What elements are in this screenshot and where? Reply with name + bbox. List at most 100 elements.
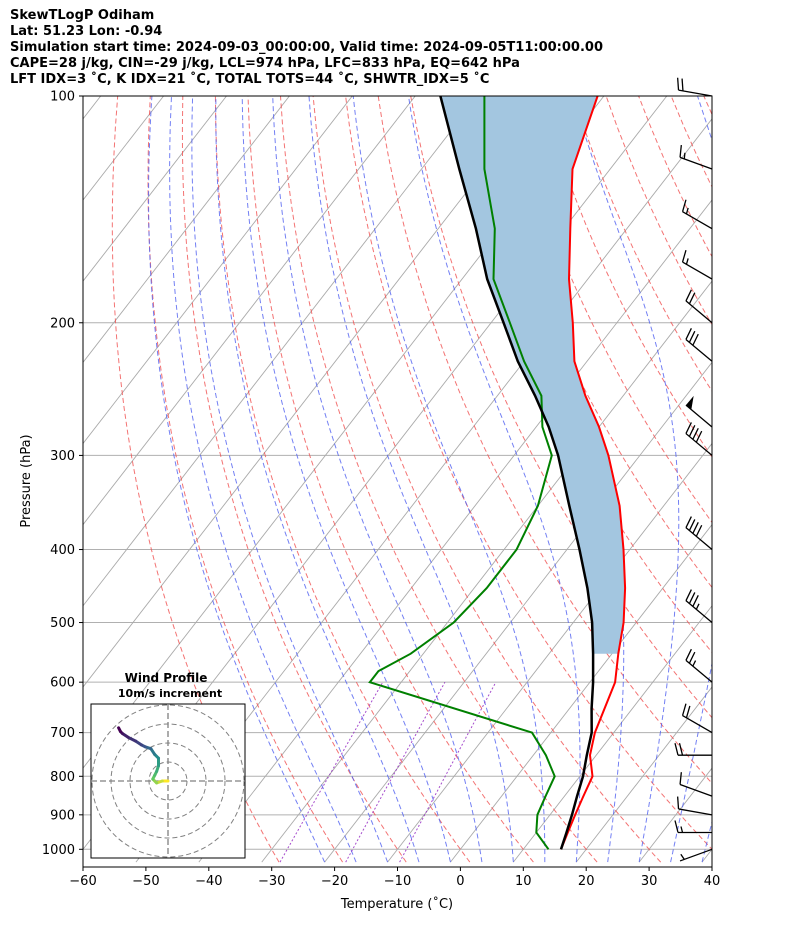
- wind-barb-flag: [681, 703, 687, 716]
- wind-barb-flag: [688, 592, 696, 604]
- wind-barb-flag: [692, 427, 699, 440]
- wind-barb-flag: [679, 772, 682, 785]
- x-tick-label: −50: [132, 874, 159, 889]
- dry-adiabat: [475, 96, 712, 589]
- isotherm-gridline: [450, 523, 712, 863]
- mixing-ratio-line: [345, 681, 446, 863]
- wind-barb-shaft: [685, 338, 713, 362]
- isotherm-gridline: [83, 96, 102, 120]
- stability-indices: CAPE=28 j/kg, CIN=-29 j/kg, LCL=974 hPa,…: [10, 56, 520, 71]
- y-tick-label: 800: [50, 770, 75, 785]
- wind-barb-shaft: [679, 156, 713, 170]
- wind-barb-shaft: [685, 659, 713, 683]
- x-tick-label: 10: [515, 874, 532, 889]
- hodograph-segment: [117, 726, 122, 734]
- hodograph-subtitle: 10m/s increment: [118, 687, 222, 700]
- wind-barb-flag: [695, 524, 703, 537]
- dry-adiabat: [280, 96, 598, 863]
- wind-barb: [685, 395, 713, 428]
- y-tick-label: 100: [50, 90, 75, 105]
- moist-adiabat: [308, 96, 514, 863]
- wind-barb-shaft: [682, 261, 713, 280]
- wind-barb-flag: [685, 589, 692, 601]
- wind-barb-shaft: [682, 211, 713, 230]
- dry-adiabat: [410, 96, 712, 719]
- isotherm-gridline: [701, 848, 712, 863]
- wind-barb-pennant: [685, 395, 694, 410]
- y-tick-label: 500: [50, 616, 75, 631]
- dry-adiabat: [638, 96, 712, 258]
- wind-barb-flag: [685, 705, 691, 719]
- mixing-ratio-line: [279, 681, 384, 863]
- wind-barb-shaft: [685, 433, 713, 456]
- isotherm-gridline: [387, 442, 712, 863]
- wind-barb-shaft: [678, 808, 713, 816]
- x-tick-label: −60: [69, 874, 96, 889]
- dry-adiabat: [769, 96, 794, 862]
- moist-adiabat: [148, 96, 326, 863]
- wind-barb-flag: [685, 328, 692, 340]
- wind-barb: [685, 589, 713, 624]
- dry-adiabat: [247, 96, 534, 863]
- moist-adiabat: [215, 96, 420, 863]
- wind-barb: [674, 820, 712, 834]
- x-tick-label: 30: [641, 874, 658, 889]
- dry-adiabat: [605, 96, 712, 326]
- chart-header: SkewTLogP Odiham Lat: 51.23 Lon: -0.94 S…: [10, 8, 603, 88]
- x-tick-label: −10: [384, 874, 411, 889]
- x-tick-label: 0: [456, 874, 464, 889]
- wind-barb-flag: [688, 519, 696, 531]
- wind-barb: [676, 77, 713, 97]
- wind-barb-flag: [681, 250, 687, 263]
- wind-barb-halfflag: [685, 207, 689, 215]
- wind-barb-flag: [688, 292, 696, 305]
- moist-adiabat: [701, 819, 712, 863]
- dry-adiabat: [507, 96, 712, 524]
- dewpoint-line: [368, 96, 556, 850]
- wind-barb-flag: [674, 820, 679, 833]
- wind-barb-flag: [692, 595, 699, 607]
- wind-barb-flag: [688, 651, 696, 664]
- isotherm-gridline: [83, 96, 227, 282]
- thermo-indices: LFT IDX=3 ˚C, K IDX=21 ˚C, TOTAL TOTS=44…: [10, 72, 490, 87]
- wind-barb-halfflag: [692, 660, 697, 667]
- dry-adiabat: [214, 96, 471, 863]
- y-tick-label: 1000: [42, 843, 75, 858]
- dry-adiabat: [181, 96, 407, 863]
- wind-barb-shaft: [685, 300, 713, 324]
- wind-barb: [681, 703, 713, 734]
- moist-adiabat: [169, 96, 357, 863]
- x-tick-label: −30: [258, 874, 285, 889]
- wind-barb-flag: [679, 145, 682, 158]
- wind-barb-shaft: [679, 848, 713, 862]
- wind-barb-shaft: [682, 715, 713, 734]
- dry-adiabat: [111, 96, 280, 863]
- hodograph-title: Wind Profile: [125, 671, 208, 685]
- wind-barb-flag: [688, 330, 696, 343]
- y-tick-label: 300: [50, 449, 75, 464]
- moist-adiabat: [191, 96, 389, 863]
- x-axis-label: Temperature (˚C): [340, 896, 453, 912]
- cape-area: [440, 96, 626, 654]
- wind-barb-flag: [692, 522, 699, 534]
- wind-barb-halfflag: [683, 152, 686, 159]
- x-tick-label: −20: [321, 874, 348, 889]
- wind-barb-flag: [688, 425, 696, 437]
- y-tick-label: 700: [50, 726, 75, 741]
- y-tick-label: 200: [50, 316, 75, 331]
- y-tick-label: 600: [50, 676, 75, 691]
- wind-barb-flag: [695, 430, 703, 443]
- wind-barb-flag: [685, 289, 692, 302]
- isotherm-gridline: [765, 96, 794, 862]
- y-tick-label: 900: [50, 808, 75, 823]
- isotherm-gridline: [261, 280, 712, 863]
- y-tick-label: 400: [50, 543, 75, 558]
- isotherm-gridline: [83, 96, 542, 688]
- isotherm-gridline: [575, 686, 712, 863]
- wind-barb: [685, 289, 713, 324]
- mixing-ratio-line: [399, 681, 497, 863]
- wind-barb-flag: [685, 422, 692, 434]
- wind-barb-shaft: [679, 783, 713, 797]
- wind-barb-flag: [685, 648, 692, 661]
